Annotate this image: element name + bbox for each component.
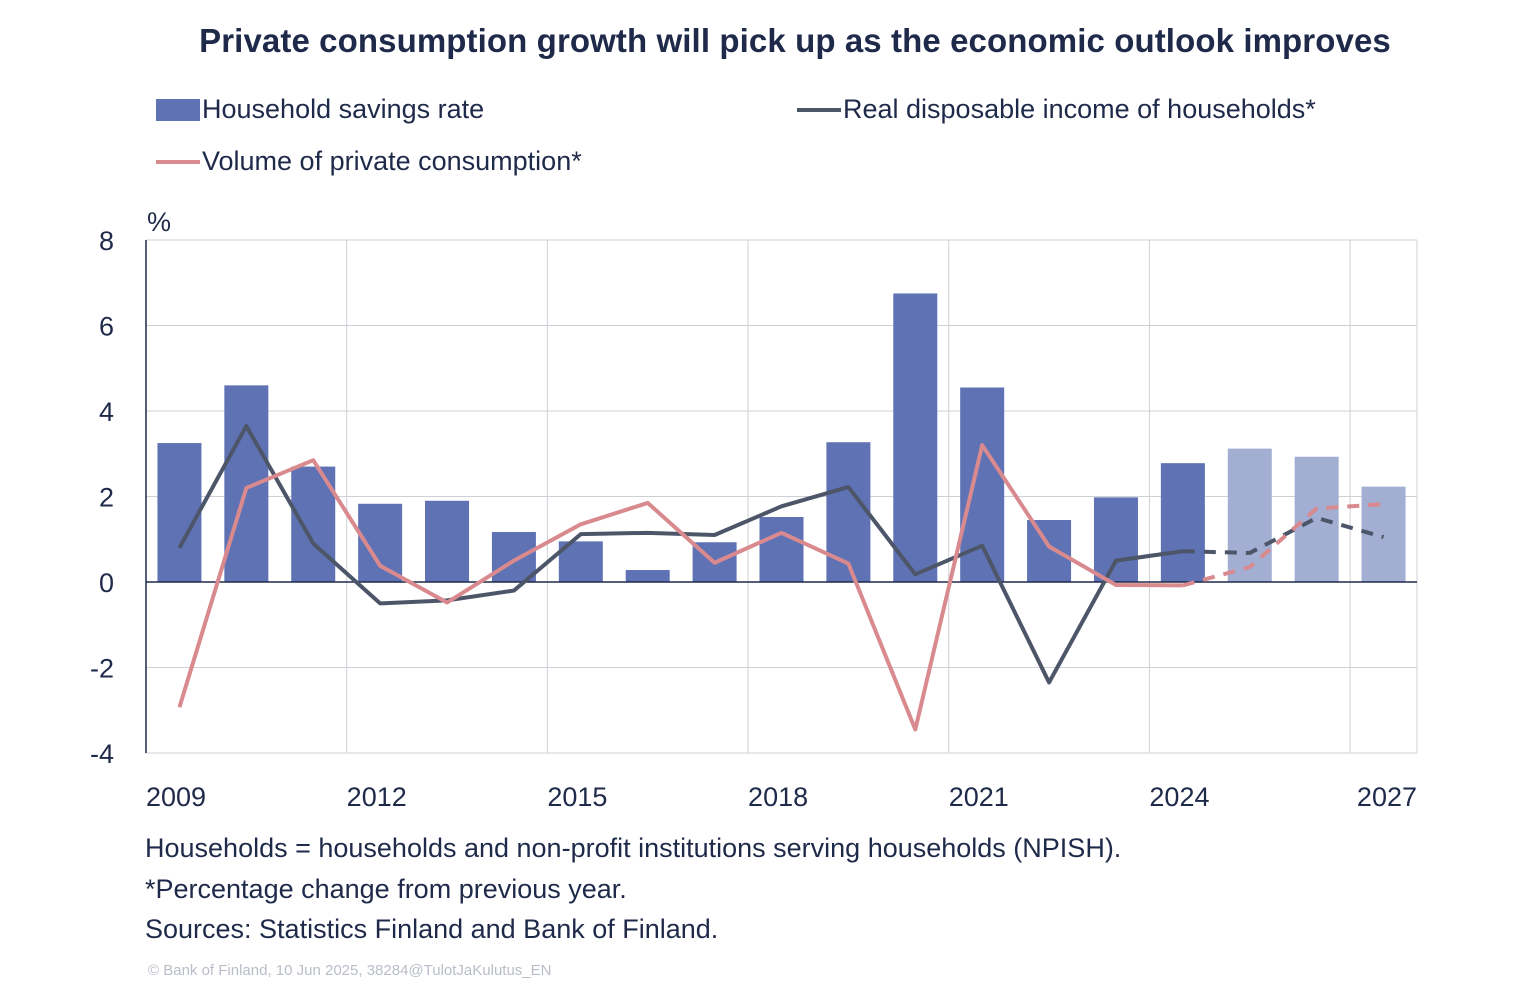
y-tick-label: 2 (99, 483, 114, 513)
bar-savings-rate-2014 (491, 531, 536, 582)
x-tick-label: 2027 (1357, 782, 1417, 812)
bar-savings-rate-2018 (759, 517, 804, 582)
x-tick-label: 2018 (748, 782, 808, 812)
legend-label-private-consumption: Volume of private consumption* (202, 146, 582, 176)
note-percentage-change: *Percentage change from previous year. (145, 873, 627, 904)
bar-savings-rate-2026 (1294, 456, 1339, 582)
legend-swatch-disposable-income (797, 108, 841, 112)
x-tick-label: 2012 (347, 782, 407, 812)
y-tick-label: 0 (99, 568, 114, 598)
y-tick-label: 4 (99, 397, 114, 427)
legend-label-savings-rate: Household savings rate (202, 94, 485, 124)
bar-savings-rate-2023 (1093, 497, 1138, 582)
x-tick-label: 2015 (547, 782, 607, 812)
x-tick-label: 2009 (146, 782, 206, 812)
x-tick-label: 2021 (949, 782, 1009, 812)
bar-savings-rate-2016 (625, 570, 670, 582)
chart-notes: Households = households and non-profit i… (145, 828, 1121, 950)
y-tick-label: 6 (99, 312, 114, 342)
private-consumption-line-actual (177, 443, 1183, 732)
copyright-text: © Bank of Finland, 10 Jun 2025, 38284@Tu… (148, 962, 552, 979)
x-tick-label: 2024 (1149, 782, 1209, 812)
bar-savings-rate-2013 (425, 500, 470, 582)
chart-title: Private consumption growth will pick up … (199, 22, 1391, 59)
bar-savings-rate-2019 (826, 442, 871, 582)
bar-savings-rate-2020 (893, 293, 938, 582)
y-tick-label: -2 (90, 654, 114, 684)
bar-savings-rate-2009 (157, 443, 202, 582)
private-consumption-line-forecast (1182, 502, 1384, 588)
legend-label-disposable-income: Real disposable income of households* (843, 94, 1316, 124)
bar-savings-rate-2025 (1227, 448, 1272, 582)
disposable-income-line-forecast (1182, 515, 1385, 555)
note-households-definition: Households = households and non-profit i… (145, 833, 1122, 863)
y-tick-label: -4 (90, 739, 114, 769)
legend-swatch-savings-rate (156, 99, 200, 121)
legend-swatch-private-consumption (156, 160, 200, 164)
bar-savings-rate-2022 (1027, 520, 1072, 582)
y-tick-label: 8 (99, 226, 114, 256)
bar-savings-rate-2024 (1160, 463, 1205, 582)
y-axis-unit-label: % (147, 207, 171, 237)
note-sources: Sources: Statistics Finland and Bank of … (145, 914, 719, 944)
